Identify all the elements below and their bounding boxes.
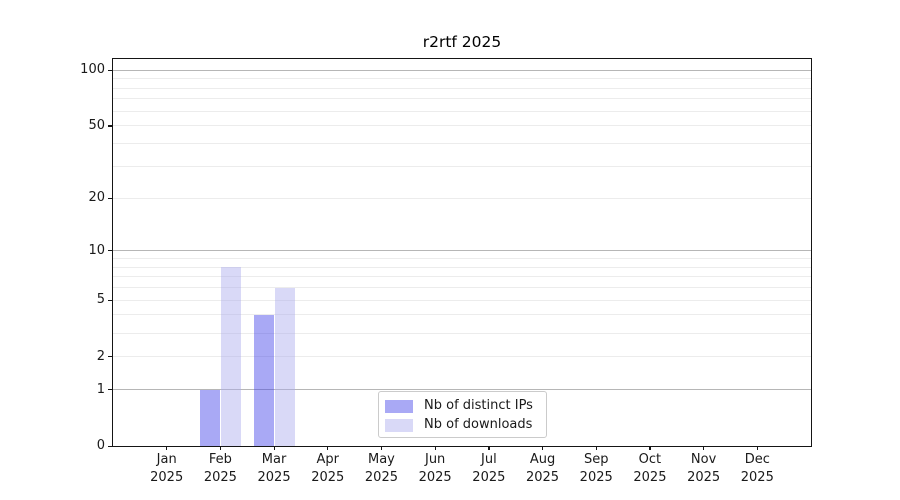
y-tick-label: 1 bbox=[96, 381, 105, 397]
x-tick-mark bbox=[219, 446, 222, 450]
bar bbox=[220, 267, 241, 446]
grid-line bbox=[113, 314, 811, 316]
x-tick-mark bbox=[542, 446, 544, 450]
legend-item: Nb of distinct IPs bbox=[385, 397, 546, 415]
grid-line bbox=[113, 299, 811, 301]
grid-line bbox=[113, 197, 811, 199]
grid-line bbox=[113, 250, 811, 252]
grid-line bbox=[113, 389, 811, 391]
x-tick-label: Apr 2025 bbox=[311, 452, 345, 485]
y-tick-label: 0 bbox=[96, 438, 105, 453]
grid-line bbox=[113, 125, 811, 127]
bar bbox=[199, 389, 220, 446]
grid-line bbox=[113, 165, 811, 167]
legend-swatch bbox=[385, 399, 413, 413]
y-tick-mark bbox=[108, 445, 112, 447]
bars-layer bbox=[113, 59, 811, 446]
grid-line bbox=[113, 332, 811, 334]
plot-area bbox=[112, 58, 812, 447]
legend-label: Nb of distinct IPs bbox=[424, 398, 533, 413]
grid-line bbox=[113, 110, 811, 112]
x-tick-label: Jun 2025 bbox=[418, 452, 452, 485]
grid-line bbox=[113, 258, 811, 260]
x-tick-label: Jul 2025 bbox=[472, 452, 506, 485]
x-tick-mark bbox=[488, 446, 490, 450]
x-tick-label: Dec 2025 bbox=[740, 452, 774, 485]
y-tick-mark bbox=[108, 197, 112, 199]
legend-item: Nb of downloads bbox=[385, 416, 546, 434]
grid-line bbox=[113, 287, 811, 289]
x-tick-mark bbox=[380, 446, 383, 450]
y-tick-mark bbox=[108, 299, 112, 301]
gridlines-layer bbox=[113, 59, 811, 446]
x-tick-mark bbox=[166, 446, 168, 450]
x-tick-mark bbox=[595, 446, 597, 450]
x-tick-label: Sep 2025 bbox=[579, 452, 613, 485]
y-tick-mark bbox=[108, 69, 112, 71]
y-tick-label: 20 bbox=[88, 190, 105, 206]
grid-line bbox=[113, 276, 811, 278]
y-tick-mark bbox=[108, 250, 112, 252]
x-tick-label: Nov 2025 bbox=[687, 452, 721, 485]
grid-line bbox=[113, 78, 811, 80]
bar bbox=[253, 314, 274, 446]
x-tick-mark bbox=[703, 446, 705, 450]
x-tick-label: Aug 2025 bbox=[525, 452, 560, 485]
y-tick-label: 100 bbox=[80, 62, 105, 78]
y-tick-label: 5 bbox=[96, 292, 105, 308]
grid-line bbox=[113, 143, 811, 145]
x-tick-label: Feb 2025 bbox=[203, 452, 237, 485]
chart-title: r2rtf 2025 bbox=[422, 33, 502, 51]
grid-line bbox=[113, 356, 811, 358]
y-tick-label: 2 bbox=[96, 348, 105, 364]
legend-label: Nb of downloads bbox=[424, 417, 533, 432]
y-tick-mark bbox=[108, 125, 112, 127]
x-tick-label: Oct 2025 bbox=[633, 452, 667, 485]
legend-swatch bbox=[385, 418, 413, 432]
x-tick-label: May 2025 bbox=[364, 452, 398, 485]
x-tick-mark bbox=[273, 446, 275, 450]
grid-line bbox=[113, 98, 811, 100]
y-tick-label: 10 bbox=[88, 242, 105, 258]
grid-line bbox=[113, 266, 811, 268]
y-tick-mark bbox=[108, 389, 112, 391]
x-tick-mark bbox=[327, 446, 329, 450]
grid-line bbox=[113, 69, 811, 71]
y-tick-mark bbox=[108, 356, 112, 358]
bar bbox=[274, 287, 295, 446]
x-tick-mark bbox=[434, 446, 436, 450]
legend: Nb of distinct IPs Nb of downloads bbox=[378, 391, 547, 438]
y-tick-label: 50 bbox=[88, 117, 105, 133]
grid-line bbox=[113, 87, 811, 89]
x-tick-mark bbox=[649, 446, 651, 450]
x-tick-label: Jan 2025 bbox=[150, 452, 184, 485]
x-tick-mark bbox=[756, 446, 758, 450]
x-tick-label: Mar 2025 bbox=[257, 452, 291, 485]
